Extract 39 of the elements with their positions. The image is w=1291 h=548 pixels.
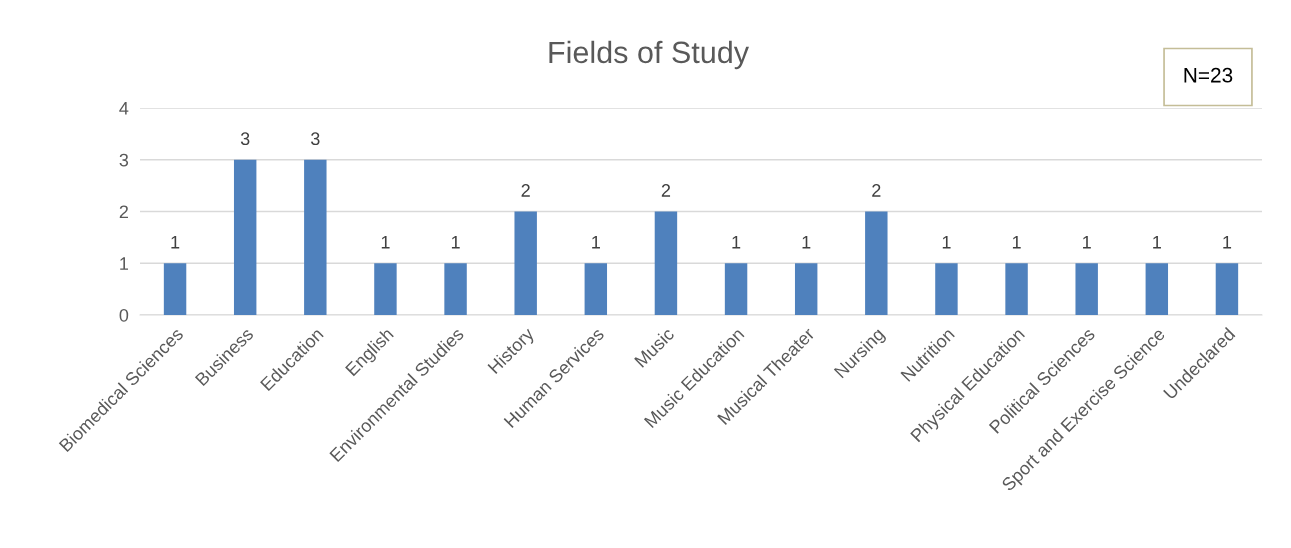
data-label: 1 xyxy=(1223,235,1232,249)
bar xyxy=(794,263,818,315)
bar xyxy=(1075,263,1098,315)
data-label: 1 xyxy=(732,235,741,249)
data-label: 2 xyxy=(872,184,881,197)
bar xyxy=(865,211,888,315)
data-label: 1 xyxy=(1083,235,1091,249)
data-label: 1 xyxy=(1012,235,1021,249)
bar xyxy=(304,159,327,315)
bar xyxy=(1005,263,1028,315)
bar xyxy=(514,211,537,315)
bar xyxy=(233,159,257,315)
y-tick-label: 0 xyxy=(119,308,129,322)
data-label: 3 xyxy=(310,132,320,146)
chart-title: Fields of Study xyxy=(549,40,749,70)
data-label: 1 xyxy=(381,235,390,249)
bar xyxy=(444,263,467,315)
y-tick-label: 3 xyxy=(119,153,129,167)
y-tick-label: 2 xyxy=(119,205,128,219)
bar xyxy=(1215,263,1239,315)
bar xyxy=(584,263,608,315)
data-label: 1 xyxy=(802,235,811,249)
data-label: 1 xyxy=(171,235,180,249)
data-label: 1 xyxy=(592,235,600,249)
y-tick-label: 1 xyxy=(120,257,129,270)
data-label: 2 xyxy=(661,184,671,197)
bar xyxy=(724,263,748,315)
data-label: 1 xyxy=(1153,235,1161,249)
bar xyxy=(1145,263,1169,315)
text: N=23 xyxy=(1184,67,1233,83)
bar xyxy=(935,263,958,315)
bar xyxy=(374,263,397,315)
bar xyxy=(654,211,678,315)
bar xyxy=(163,263,187,315)
data-label: 1 xyxy=(942,235,951,249)
data-label: 2 xyxy=(521,184,530,197)
y-tick-label: 4 xyxy=(119,102,129,115)
data-label: 3 xyxy=(240,132,250,146)
data-label: 1 xyxy=(451,235,460,249)
